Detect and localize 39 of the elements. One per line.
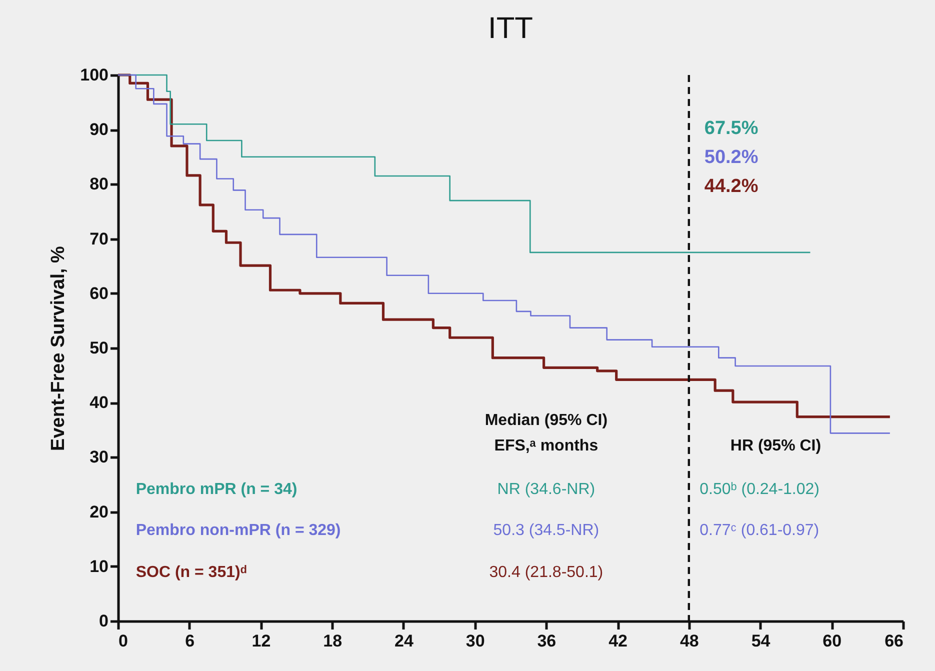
x-tick-label: 24	[394, 632, 414, 650]
x-tick-label: 42	[608, 632, 628, 650]
annotation: Median (95% CI)	[484, 412, 608, 430]
y-tick-label: 0	[99, 612, 108, 630]
text: SOC (n = 351)ᵈ	[136, 564, 247, 581]
x-tick-label: 0	[118, 632, 128, 650]
y-tick-label: 60	[90, 284, 108, 303]
x-tick-label: 54	[751, 632, 771, 650]
annotation: 30.4 (21.8-50.1)	[489, 564, 604, 581]
y-tick-label: 50	[90, 338, 108, 358]
annotation: 50.3 (34.5-NR)	[493, 522, 600, 539]
x-tick-label: 18	[323, 632, 342, 650]
annotation: EFS,ᵃ months	[494, 438, 598, 455]
y-tick-label: 90	[90, 120, 108, 140]
y-tick-label: 10	[90, 556, 108, 576]
x-tick-label: 48	[680, 632, 699, 650]
y-tick-label: 40	[90, 393, 108, 412]
annotation: 67.5%	[704, 118, 758, 139]
y-tick-label: 30	[90, 448, 108, 467]
x-tick-label: 66	[884, 632, 904, 650]
y-tick-label: 80	[90, 174, 108, 194]
y-tick-label: 100	[80, 66, 108, 84]
x-tick-label: 60	[822, 632, 842, 650]
text: Pembro non-mPR (n = 329)	[136, 522, 341, 539]
annotation: 44.2%	[704, 176, 758, 197]
annotation: HR (95% CI)	[730, 438, 822, 455]
x-tick-label: 6	[185, 632, 195, 650]
y-axis-title: Event-Free Survival, %	[48, 246, 70, 451]
annotation: NR (34.6-NR)	[497, 480, 596, 498]
x-tick-label: 30	[466, 632, 485, 650]
x-tick-label: 12	[252, 632, 271, 650]
text: Pembro mPR (n = 34)	[136, 480, 298, 498]
chart-title: ITT	[488, 12, 533, 45]
y-tick-label: 70	[90, 229, 108, 248]
annotation: 0.50ᵇ (0.24-1.02)	[700, 480, 820, 498]
y-tick-label: 20	[90, 502, 108, 522]
annotation: 0.77ᶜ (0.61-0.97)	[700, 522, 820, 539]
x-tick-label: 36	[537, 632, 556, 650]
annotation: 50.2%	[704, 146, 758, 168]
